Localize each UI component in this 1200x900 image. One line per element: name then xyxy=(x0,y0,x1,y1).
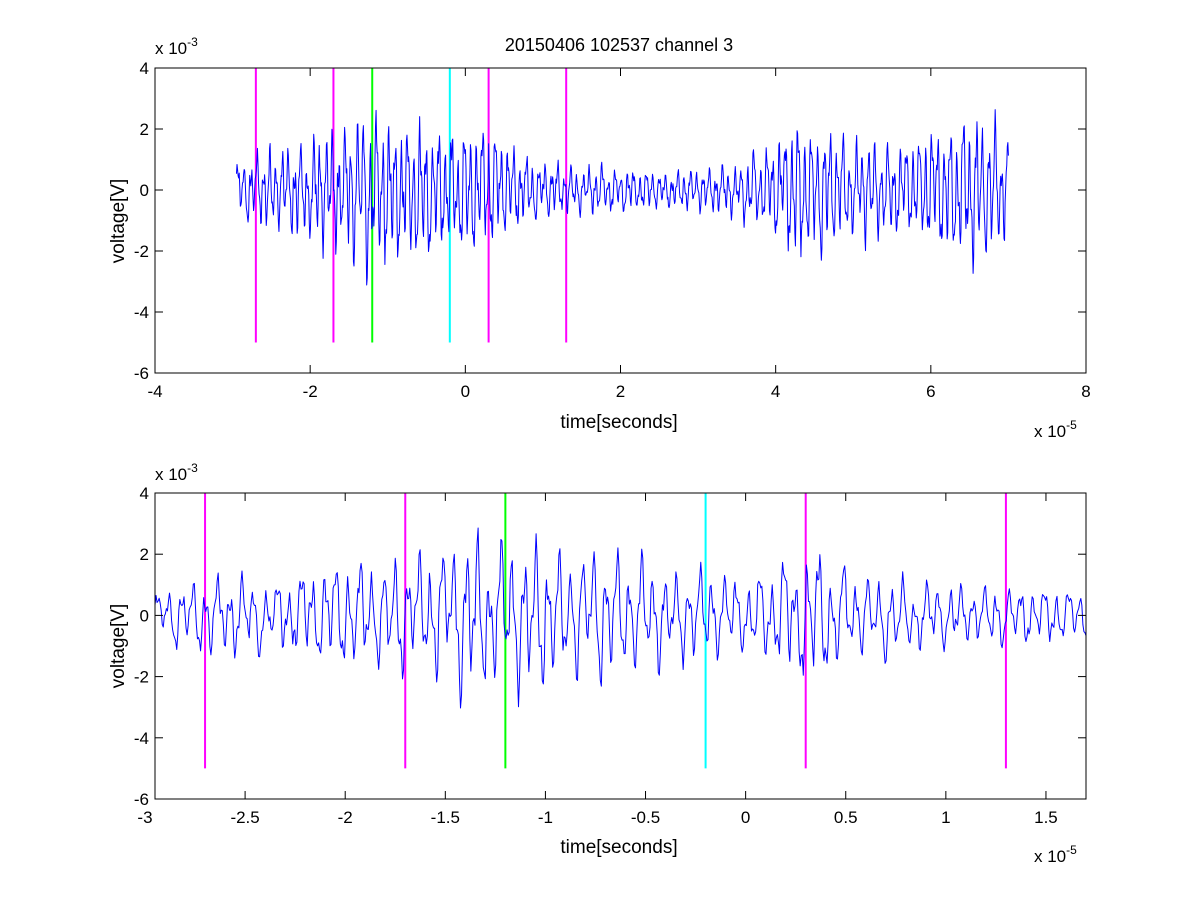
top-y-tick-label: -2 xyxy=(134,242,149,261)
top-x-tick-label: -2 xyxy=(303,382,318,401)
bottom-y-tick-label: -4 xyxy=(134,729,149,748)
top-x-tick-label: 2 xyxy=(616,382,625,401)
top-y-tick-label: 0 xyxy=(140,181,149,200)
bottom-y-tick-label: 0 xyxy=(140,606,149,625)
bottom-x-tick-label: 0 xyxy=(741,808,750,827)
top-x-multiplier-base: x 10 xyxy=(1034,422,1066,441)
bottom-y-tick-label: -6 xyxy=(134,790,149,809)
bottom-x-tick-label: 0.5 xyxy=(834,808,858,827)
top-y-tick-label: -6 xyxy=(134,364,149,383)
bottom-x-tick-label: -2 xyxy=(338,808,353,827)
bottom-x-tick-label: -1 xyxy=(538,808,553,827)
top-x-tick-label: 6 xyxy=(926,382,935,401)
bottom-x-tick-label: -3 xyxy=(137,808,152,827)
bottom-x-axis-label: time[seconds] xyxy=(560,837,677,858)
bottom-y-tick-label: 2 xyxy=(140,545,149,564)
top-x-tick-label: 4 xyxy=(771,382,780,401)
bottom-x-tick-label: -1.5 xyxy=(431,808,460,827)
bottom-x-multiplier-exponent: -5 xyxy=(1066,843,1077,857)
top-y-tick-label: -4 xyxy=(134,303,149,322)
bottom-y-multiplier-exponent: -3 xyxy=(187,461,198,475)
top-x-tick-label: -4 xyxy=(147,382,162,401)
bottom-x-tick-label: 1.5 xyxy=(1034,808,1058,827)
chart-title: 20150406 102537 channel 3 xyxy=(505,35,733,55)
bottom-y-tick-label: -2 xyxy=(134,668,149,687)
top-y-multiplier-base: x 10 xyxy=(155,39,187,58)
bottom-y-multiplier-base: x 10 xyxy=(155,465,187,484)
bottom-x-tick-label: -2.5 xyxy=(230,808,259,827)
bottom-x-tick-label: -0.5 xyxy=(631,808,660,827)
top-y-tick-label: 2 xyxy=(140,120,149,139)
top-y-multiplier-exponent: -3 xyxy=(187,35,198,49)
top-x-multiplier-exponent: -5 xyxy=(1066,418,1077,432)
top-x-tick-label: 8 xyxy=(1081,382,1090,401)
bottom-x-multiplier-base: x 10 xyxy=(1034,847,1066,866)
top-x-tick-label: 0 xyxy=(461,382,470,401)
top-y-axis-label: voltage[V] xyxy=(108,179,129,264)
top-x-axis-label: time[seconds] xyxy=(560,412,677,433)
bottom-y-tick-label: 4 xyxy=(140,484,149,503)
bottom-x-tick-label: 1 xyxy=(941,808,950,827)
top-y-tick-label: 4 xyxy=(140,59,149,78)
bottom-y-axis-label: voltage[V] xyxy=(108,604,129,689)
